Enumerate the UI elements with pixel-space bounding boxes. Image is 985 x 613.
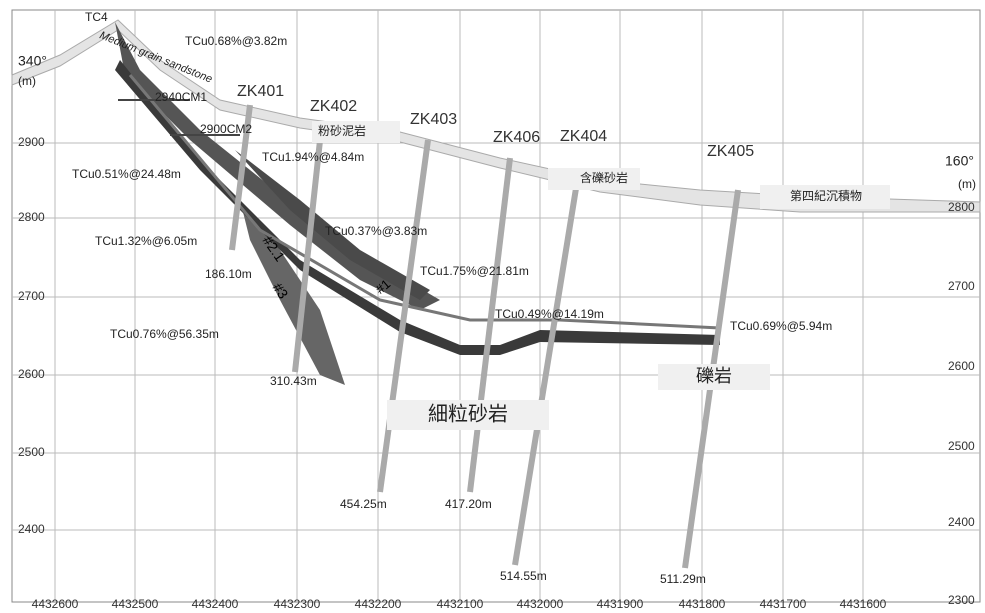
right-tick-label: 2800 — [948, 200, 975, 214]
bottom-tick-label: 4432600 — [32, 597, 79, 611]
borehole-name: ZK402 — [310, 98, 357, 115]
intercept: TCu0.69%@5.94m — [730, 319, 832, 333]
intercept: TCu1.94%@4.84m — [262, 150, 364, 164]
lithology-label: 第四紀沉積物 — [790, 188, 862, 203]
left-tick-label: 2700 — [18, 289, 45, 303]
bottom-tick-label: 4432500 — [112, 597, 159, 611]
intercept: TCu1.32%@6.05m — [95, 234, 197, 248]
borehole-name: TC4 — [85, 10, 108, 24]
left-tick-label: 2900 — [18, 135, 45, 149]
orientation: 160° — [945, 153, 974, 169]
bottom-tick-label: 4432100 — [437, 597, 484, 611]
intercept: TCu0.68%@3.82m — [185, 34, 287, 48]
bottom-tick-label: 4432200 — [355, 597, 402, 611]
bottom-tick-label: 4432000 — [517, 597, 564, 611]
lithology-label: 粉砂泥岩 — [318, 123, 366, 138]
left-tick-label: 2600 — [18, 367, 45, 381]
bottom-tick-label: 4431700 — [760, 597, 807, 611]
unit: (m) — [958, 177, 976, 191]
bottom-tick-label: 4431600 — [840, 597, 887, 611]
unit: (m) — [18, 74, 36, 88]
borehole-depth: 511.29m — [660, 572, 706, 586]
borehole-name: ZK401 — [237, 83, 284, 100]
bottom-tick-label: 4431900 — [597, 597, 644, 611]
borehole-name: ZK404 — [560, 128, 607, 145]
borehole-name: ZK403 — [410, 111, 457, 128]
lithology-label: 礫岩 — [696, 366, 732, 386]
right-tick-label: 2300 — [948, 593, 975, 607]
borehole-depth: 417.20m — [445, 497, 492, 511]
left-tick-label: 2800 — [18, 210, 45, 224]
borehole-name: ZK406 — [493, 129, 540, 146]
adit: 2940CM1 — [155, 90, 207, 104]
bottom-tick-label: 4431800 — [679, 597, 726, 611]
borehole-depth: 454.25m — [340, 497, 387, 511]
right-tick-label: 2600 — [948, 359, 975, 373]
adit: 2900CM2 — [200, 122, 252, 136]
borehole-depth: 310.43m — [270, 374, 317, 388]
borehole-name: ZK405 — [707, 143, 754, 160]
right-tick-label: 2700 — [948, 279, 975, 293]
bottom-tick-label: 4432400 — [192, 597, 239, 611]
right-tick-label: 2400 — [948, 515, 975, 529]
left-tick-label: 2400 — [18, 522, 45, 536]
orientation: 340° — [18, 53, 47, 69]
intercept: TCu0.49%@14.19m — [495, 307, 604, 321]
intercept: TCu0.76%@56.35m — [110, 327, 219, 341]
intercept: TCu0.51%@24.48m — [72, 167, 181, 181]
intercept: TCu1.75%@21.81m — [420, 264, 529, 278]
borehole-depth: 514.55m — [500, 569, 547, 583]
intercept: TCu0.37%@3.83m — [325, 224, 427, 238]
bottom-tick-label: 4432300 — [274, 597, 321, 611]
borehole-depth: 186.10m — [205, 267, 252, 281]
left-tick-label: 2500 — [18, 445, 45, 459]
lithology-label: 含礫砂岩 — [580, 170, 628, 185]
cross-section: 340° (m) 160° (m) 2900 2800 2700 2600 25… — [0, 0, 985, 613]
right-tick-label: 2500 — [948, 439, 975, 453]
lithology-label: 細粒砂岩 — [428, 402, 508, 425]
